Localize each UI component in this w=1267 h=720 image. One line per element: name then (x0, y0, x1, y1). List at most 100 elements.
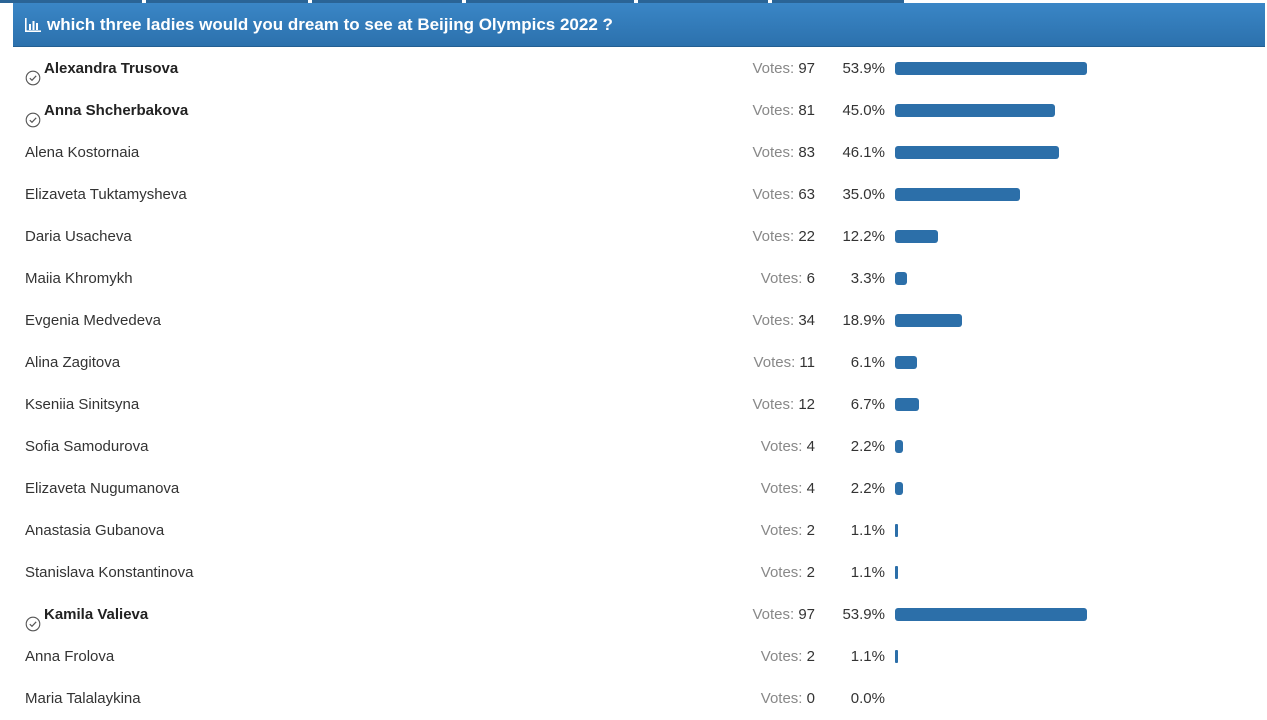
votes-label: Votes: (753, 354, 796, 371)
votes-count: 34 (798, 312, 815, 329)
option-result-bar (895, 188, 1020, 201)
poll-option-row[interactable]: Maiia Khromykh Votes: 6 3.3% (13, 258, 1265, 300)
votes-label: Votes: (752, 606, 795, 623)
option-percent: 12.2% (842, 228, 885, 245)
option-bar-track (895, 650, 1250, 663)
poll-option-row[interactable]: Maria Talalaykina Votes: 0 0.0% (13, 678, 1265, 720)
votes-count: 63 (798, 186, 815, 203)
option-name: Anastasia Gubanova (25, 510, 164, 552)
option-votes: Votes: 34 (752, 300, 815, 342)
option-name: Alena Kostornaia (25, 132, 139, 174)
option-votes: Votes: 2 (761, 636, 815, 678)
option-votes: Votes: 0 (761, 678, 815, 720)
poll-option-row[interactable]: Stanislava Konstantinova Votes: 2 1.1% (13, 552, 1265, 594)
option-bar-track (895, 440, 1250, 453)
option-result-bar (895, 104, 1056, 117)
option-bar-track (895, 524, 1250, 537)
option-name-label: Kamila Valieva (44, 606, 149, 623)
option-votes: Votes: 2 (761, 510, 815, 552)
option-result-bar (895, 272, 907, 285)
option-votes: Votes: 2 (761, 552, 815, 594)
option-votes: Votes: 11 (754, 342, 815, 384)
votes-label: Votes: (760, 438, 803, 455)
top-tab-segment[interactable] (638, 0, 768, 3)
votes-label: Votes: (760, 564, 803, 581)
option-name: Elizaveta Tuktamysheva (25, 174, 187, 216)
option-votes: Votes: 4 (761, 426, 815, 468)
option-percent: 6.7% (850, 396, 885, 413)
poll-option-row[interactable]: Alena Kostornaia Votes: 83 46.1% (13, 132, 1265, 174)
top-tab-strip (0, 0, 1267, 3)
option-name-label: Elizaveta Tuktamysheva (25, 186, 187, 203)
poll-option-row[interactable]: Anna Shcherbakova Votes: 81 45.0% (13, 90, 1265, 132)
option-votes: Votes: 63 (752, 174, 815, 216)
votes-count: 4 (806, 438, 815, 455)
votes-label: Votes: (760, 270, 803, 287)
check-circle-icon (25, 607, 41, 632)
option-bar-track (895, 608, 1250, 621)
option-bar-track (895, 692, 1250, 705)
option-percent: 3.3% (850, 270, 885, 287)
option-name: Kseniia Sinitsyna (25, 384, 139, 426)
poll-option-row[interactable]: Evgenia Medvedeva Votes: 34 18.9% (13, 300, 1265, 342)
option-votes: Votes: 22 (752, 216, 815, 258)
option-name: Daria Usacheva (25, 216, 132, 258)
poll-option-row[interactable]: Kseniia Sinitsyna Votes: 12 6.7% (13, 384, 1265, 426)
poll-option-row[interactable]: Kamila Valieva Votes: 97 53.9% (13, 594, 1265, 636)
poll-option-row[interactable]: Elizaveta Tuktamysheva Votes: 63 35.0% (13, 174, 1265, 216)
option-result-bar (895, 398, 919, 411)
option-name-label: Stanislava Konstantinova (25, 564, 194, 581)
poll-option-row[interactable]: Daria Usacheva Votes: 22 12.2% (13, 216, 1265, 258)
votes-count: 12 (798, 396, 815, 413)
option-name: Sofia Samodurova (25, 426, 148, 468)
option-name-label: Anna Shcherbakova (44, 102, 189, 119)
option-name-label: Alina Zagitova (25, 354, 121, 371)
option-percent: 35.0% (842, 186, 885, 203)
option-bar-track (895, 566, 1250, 579)
option-name: Evgenia Medvedeva (25, 300, 161, 342)
top-tab-segment[interactable] (0, 0, 142, 3)
votes-label: Votes: (760, 480, 803, 497)
votes-label: Votes: (752, 186, 795, 203)
votes-count: 97 (798, 60, 815, 77)
poll-header: which three ladies would you dream to se… (13, 3, 1265, 47)
poll-option-row[interactable]: Sofia Samodurova Votes: 4 2.2% (13, 426, 1265, 468)
option-name-label: Anastasia Gubanova (25, 522, 165, 539)
option-percent: 45.0% (842, 102, 885, 119)
option-percent: 2.2% (850, 480, 885, 497)
votes-count: 2 (806, 648, 815, 665)
option-result-bar (895, 440, 903, 453)
top-tab-segment[interactable] (146, 0, 308, 3)
option-bar-track (895, 356, 1250, 369)
option-percent: 1.1% (850, 564, 885, 581)
poll-option-row[interactable]: Alina Zagitova Votes: 11 6.1% (13, 342, 1265, 384)
option-result-bar (895, 146, 1060, 159)
votes-count: 83 (798, 144, 815, 161)
poll-option-row[interactable]: Anna Frolova Votes: 2 1.1% (13, 636, 1265, 678)
poll-option-row[interactable]: Anastasia Gubanova Votes: 2 1.1% (13, 510, 1265, 552)
option-name: Elizaveta Nugumanova (25, 468, 179, 510)
top-tab-segment[interactable] (312, 0, 462, 3)
votes-label: Votes: (752, 144, 795, 161)
option-name: Stanislava Konstantinova (25, 552, 193, 594)
option-votes: Votes: 81 (752, 90, 815, 132)
option-name-label: Alena Kostornaia (25, 144, 140, 161)
votes-count: 0 (806, 690, 815, 707)
votes-label: Votes: (760, 522, 803, 539)
votes-count: 6 (806, 270, 815, 287)
poll-option-row[interactable]: Elizaveta Nugumanova Votes: 4 2.2% (13, 468, 1265, 510)
top-tab-segment[interactable] (466, 0, 634, 3)
option-bar-track (895, 62, 1250, 75)
option-votes: Votes: 4 (761, 468, 815, 510)
option-bar-track (895, 314, 1250, 327)
option-percent: 2.2% (850, 438, 885, 455)
option-name-label: Kseniia Sinitsyna (25, 396, 140, 413)
check-circle-icon (25, 61, 41, 86)
option-result-bar (895, 314, 963, 327)
top-tab-segment[interactable] (772, 0, 904, 3)
option-name-label: Maiia Khromykh (25, 270, 133, 287)
poll-option-row[interactable]: Alexandra Trusova Votes: 97 53.9% (13, 48, 1265, 90)
option-name-label: Elizaveta Nugumanova (25, 480, 180, 497)
option-bar-track (895, 482, 1250, 495)
votes-label: Votes: (752, 312, 795, 329)
